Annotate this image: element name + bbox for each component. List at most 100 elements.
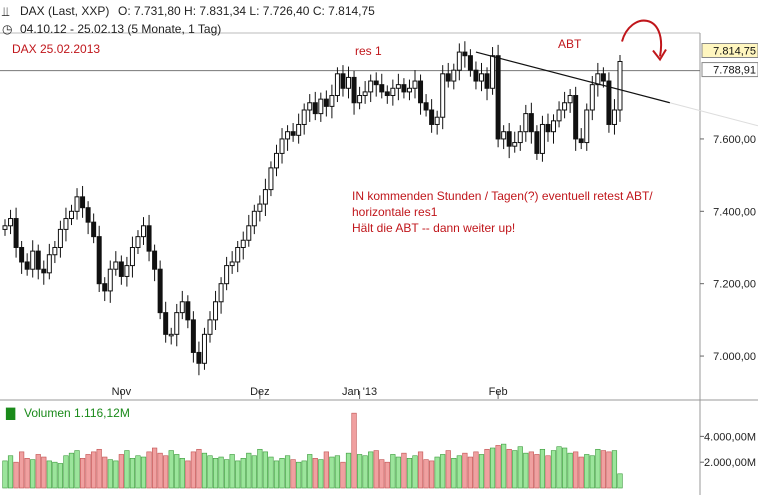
candle-down	[196, 351, 202, 364]
candle-down	[495, 55, 501, 140]
ohlc-readout: O: 7.731,80 H: 7.831,34 L: 7.726,40 C: 7…	[118, 4, 375, 18]
candle-up	[30, 250, 36, 270]
comment-line-1: IN kommenden Stunden / Tagen(?) eventuel…	[352, 189, 653, 203]
red-curved-arrow	[621, 19, 663, 57]
x-tick-label: Dez	[250, 386, 270, 398]
candle-up	[268, 167, 274, 191]
volume-bar-up	[611, 450, 618, 489]
candle-down	[423, 102, 429, 111]
volume-bar-down	[196, 448, 202, 489]
candle-up	[46, 254, 52, 274]
x-tick-label: Nov	[112, 386, 132, 398]
volume-bar-down	[445, 450, 451, 489]
candle-down	[185, 301, 191, 321]
price-badge	[701, 43, 758, 59]
candle-up	[107, 268, 113, 292]
volume-bar-up	[489, 447, 496, 489]
volume-bar-down	[79, 458, 86, 489]
candle-up	[168, 333, 174, 337]
candle-down	[19, 246, 25, 263]
volume-bar-up	[550, 450, 557, 489]
x-tick-label: Feb	[489, 386, 508, 398]
volume-bar-up	[273, 460, 280, 489]
candle-up	[135, 236, 141, 248]
volume-bar-down	[417, 451, 424, 489]
candle-down	[528, 113, 534, 133]
candle-up	[456, 51, 462, 71]
candle-up	[589, 84, 595, 111]
candlestick-icon: ⫫	[2, 4, 10, 19]
candle-up	[207, 319, 213, 335]
volume-bar-down	[373, 450, 379, 489]
candle-up	[224, 265, 230, 285]
candle-up	[8, 218, 14, 227]
volume-bar-up	[240, 458, 246, 489]
volume-bar-down	[429, 460, 435, 489]
volume-bar-down	[467, 456, 474, 489]
volume-bar-down	[484, 448, 490, 489]
volume-bar-up	[412, 455, 418, 489]
volume-bar-up	[68, 452, 75, 489]
volume-bar-up	[262, 451, 269, 489]
volume-bar-up	[390, 454, 396, 489]
volume-bar-up	[246, 452, 252, 489]
volume-bar-up	[235, 460, 241, 489]
volume-bar-up	[301, 460, 307, 489]
volume-bar-up	[52, 461, 58, 489]
volume-bar-up	[74, 450, 80, 489]
volume-bar-down	[96, 448, 102, 489]
red-arrow-head	[652, 48, 667, 62]
comment-line-2: horizontale res1	[352, 205, 438, 219]
candle-up	[556, 109, 562, 122]
candle-up	[251, 210, 257, 227]
volume-bar-down	[35, 454, 41, 489]
volume-bar-up	[257, 448, 263, 489]
candle-up	[57, 228, 63, 248]
candle-up	[74, 196, 80, 212]
volume-bar-up	[107, 459, 113, 489]
y-tick-label: 7.400,00	[713, 206, 756, 218]
volume-bar-up	[617, 473, 623, 489]
candle-up	[501, 131, 507, 140]
volume-bar-up	[124, 450, 130, 489]
candle-up	[357, 95, 363, 104]
price-badge-label: 7.788,91	[713, 65, 756, 77]
candle-down	[578, 138, 584, 144]
volume-bar-up	[268, 456, 274, 489]
candle-up	[346, 76, 352, 89]
candle-up	[301, 109, 307, 125]
candle-up	[229, 261, 235, 267]
volume-bar-down	[41, 456, 47, 489]
candle-up	[273, 152, 279, 169]
candle-down	[91, 221, 97, 238]
volume-bar-down	[423, 459, 429, 489]
candle-up	[390, 87, 396, 97]
candle-up	[440, 73, 446, 118]
volume-bar-up	[129, 458, 136, 489]
volume-bar-up	[7, 455, 14, 489]
volume-bar-down	[600, 450, 606, 489]
candle-up	[262, 189, 268, 205]
volume-bar-down	[351, 412, 357, 489]
candle-up	[240, 239, 246, 248]
volume-bar-up	[318, 459, 324, 489]
candle-up	[362, 91, 368, 97]
volume-bar-up	[63, 455, 69, 489]
candle-down	[323, 98, 329, 107]
volume-bar-up	[218, 456, 224, 489]
volume-bar-down	[384, 461, 390, 489]
chart-title: DAX (Last, XXP)	[20, 4, 110, 18]
candle-up	[395, 84, 401, 89]
candle-up	[451, 69, 457, 82]
candle-up	[562, 102, 568, 111]
candle-down	[41, 268, 47, 274]
candle-up	[434, 116, 440, 125]
volume-label: Volumen 1.116,12M	[24, 406, 130, 420]
volume-bar-down	[290, 459, 296, 489]
volume-bar-down	[401, 452, 407, 489]
candle-down	[534, 131, 540, 154]
candle-down	[545, 123, 551, 133]
candle-up	[2, 225, 8, 230]
candle-up	[52, 246, 58, 256]
